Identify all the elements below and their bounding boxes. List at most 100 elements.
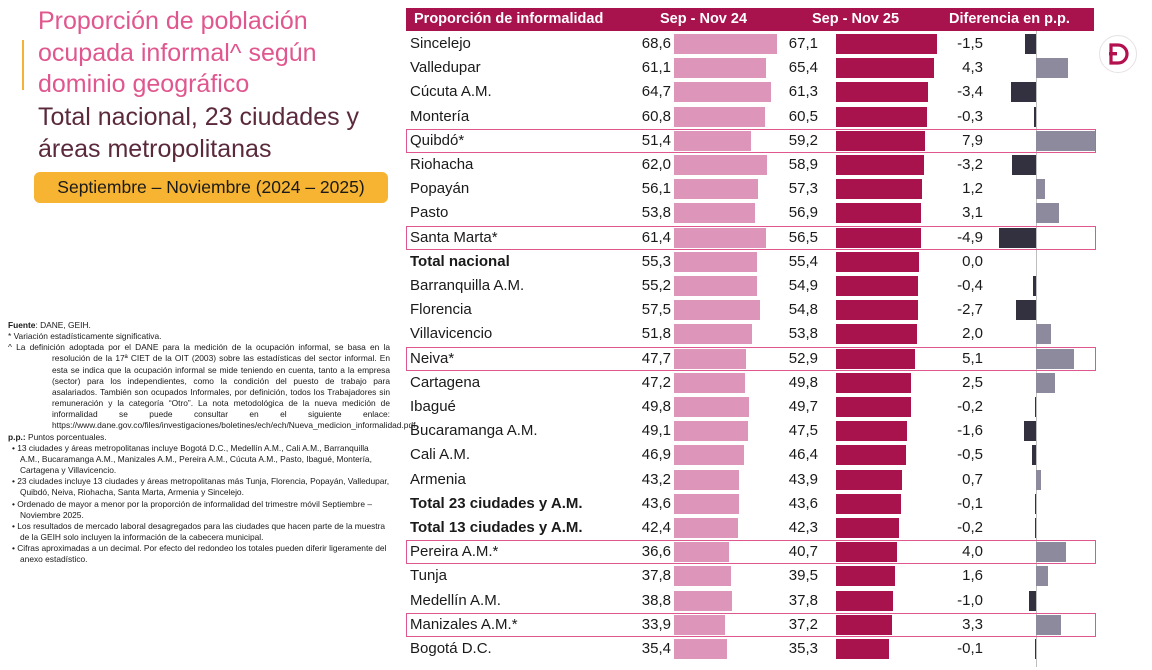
bar-2024 [674,227,767,248]
value-2025-label: 47,5 [788,422,818,440]
value-2025-label: 52,9 [788,349,818,367]
value-2024-label: 55,2 [641,277,671,294]
bar-2024 [674,397,749,417]
chart-row: Tunja 37,8 39,5 1,6 [406,564,1096,588]
difference-label: 1,6 [962,567,983,585]
definition-note: ^ La definición adoptada por el DANE par… [8,342,416,431]
bar-2025 [836,566,896,587]
bar-2024 [674,469,739,490]
difference-label: 4,0 [962,543,983,561]
value-2025-label: 53,8 [788,325,818,343]
row-label: Barranquilla A.M. [410,277,525,294]
chart-row: Santa Marta* 61,4 56,5 -4,9 [406,225,1096,250]
difference-label: 5,1 [962,349,983,367]
value-2024-label: 43,2 [641,470,671,488]
value-2024-label: 62,0 [641,156,671,173]
bar-2024 [674,106,766,127]
footnotes: Fuente: DANE, GEIH. * Variación estadíst… [8,320,416,565]
bar-2024 [674,348,746,369]
bar-2024 [674,276,757,296]
title-accent-line [22,40,24,90]
value-2025-label: 54,8 [788,301,818,319]
header-period-2024: Sep - Nov 24 [660,11,748,27]
row-label: Florencia [410,301,472,319]
chart-row: Neiva* 47,7 52,9 5,1 [406,346,1096,371]
difference-label: -1,6 [957,422,983,440]
chart-row: Pasto 53,8 56,9 3,1 [406,201,1096,225]
value-2025-label: 49,7 [788,398,818,415]
difference-label: -0,2 [957,519,983,536]
chart-row: Ibagué 49,8 49,7 -0,2 [406,395,1096,419]
bar-2024 [674,518,738,538]
bar-2025 [836,518,900,538]
row-label: Medellín A.M. [410,591,501,609]
difference-bar [1012,155,1036,175]
difference-bar [1036,179,1045,200]
value-2025-label: 37,2 [788,615,818,633]
row-label: Quibdó* [410,131,465,149]
value-2024-label: 61,4 [641,228,671,246]
row-label: Pasto [410,204,449,222]
difference-label: 4,3 [962,59,983,77]
significance-note: * Variación estadísticamente significati… [8,331,162,342]
bar-2024 [674,542,729,563]
value-2024-label: 49,1 [641,422,671,440]
value-2025-label: 57,3 [788,180,818,198]
row-label: Popayán [410,180,470,198]
difference-bar [1035,639,1036,659]
difference-bar [1036,130,1096,151]
difference-bar [1036,614,1061,635]
chart-row: Quibdó* 51,4 59,2 7,9 [406,128,1096,153]
bar-2024 [674,421,748,442]
difference-label: -1,0 [957,591,983,609]
note-bullet: • Cifras aproximadas a un decimal. Por e… [12,543,387,565]
difference-label: 1,2 [962,180,983,198]
header-category: Proporción de informalidad [414,11,604,27]
value-2025-label: 54,9 [788,277,818,294]
row-label: Bogotá D.C. [410,640,492,657]
difference-bar [1033,276,1036,296]
note-bullet: • Los resultados de mercado laboral desa… [12,520,386,542]
chart-row: Montería 60,8 60,5 -0,3 [406,105,1096,129]
chart-row: Sincelejo 68,6 67,1 -1,5 [406,32,1096,56]
page-subtitle: Total nacional, 23 ciudades y áreas metr… [38,103,360,163]
bar-2024 [674,82,772,103]
row-label: Riohacha [410,156,474,173]
difference-bar [1036,58,1069,79]
bar-2025 [836,372,911,393]
value-2025-label: 37,8 [788,591,818,609]
difference-bar [1036,542,1066,563]
difference-bar [999,227,1036,248]
difference-label: -0,3 [957,107,983,125]
bar-2025 [836,493,902,514]
value-2025-label: 65,4 [788,59,818,77]
bar-2025 [836,614,892,635]
bar-2024 [674,372,745,393]
difference-label: -0,2 [957,398,983,415]
page-title: Proporción de población ocupada informal… [38,7,317,98]
bar-2024 [674,179,759,200]
bar-2024 [674,614,725,635]
difference-label: -4,9 [957,228,983,246]
source-note: Fuente: DANE, GEIH. [8,320,91,330]
value-2025-label: 67,1 [788,35,818,52]
difference-label: 7,9 [962,131,983,149]
bar-2025 [836,276,919,296]
bar-2025 [836,348,916,369]
bar-2025 [836,227,921,248]
value-2025-label: 58,9 [788,156,818,173]
bar-2025 [836,58,935,79]
bar-2025 [836,542,898,563]
difference-label: -0,5 [957,446,983,464]
difference-bar [1036,469,1042,490]
difference-bar [1028,590,1036,611]
row-label: Santa Marta* [410,228,498,246]
bar-2024 [674,300,761,321]
chart-row: Total nacional 55,3 55,4 0,0 [406,250,1096,274]
value-2024-label: 47,7 [641,349,671,367]
difference-label: 2,0 [962,325,983,343]
bar-2025 [836,397,911,417]
row-label: Total 13 ciudades y A.M. [410,519,583,536]
difference-bar [1032,445,1036,466]
difference-bar [1010,82,1036,103]
